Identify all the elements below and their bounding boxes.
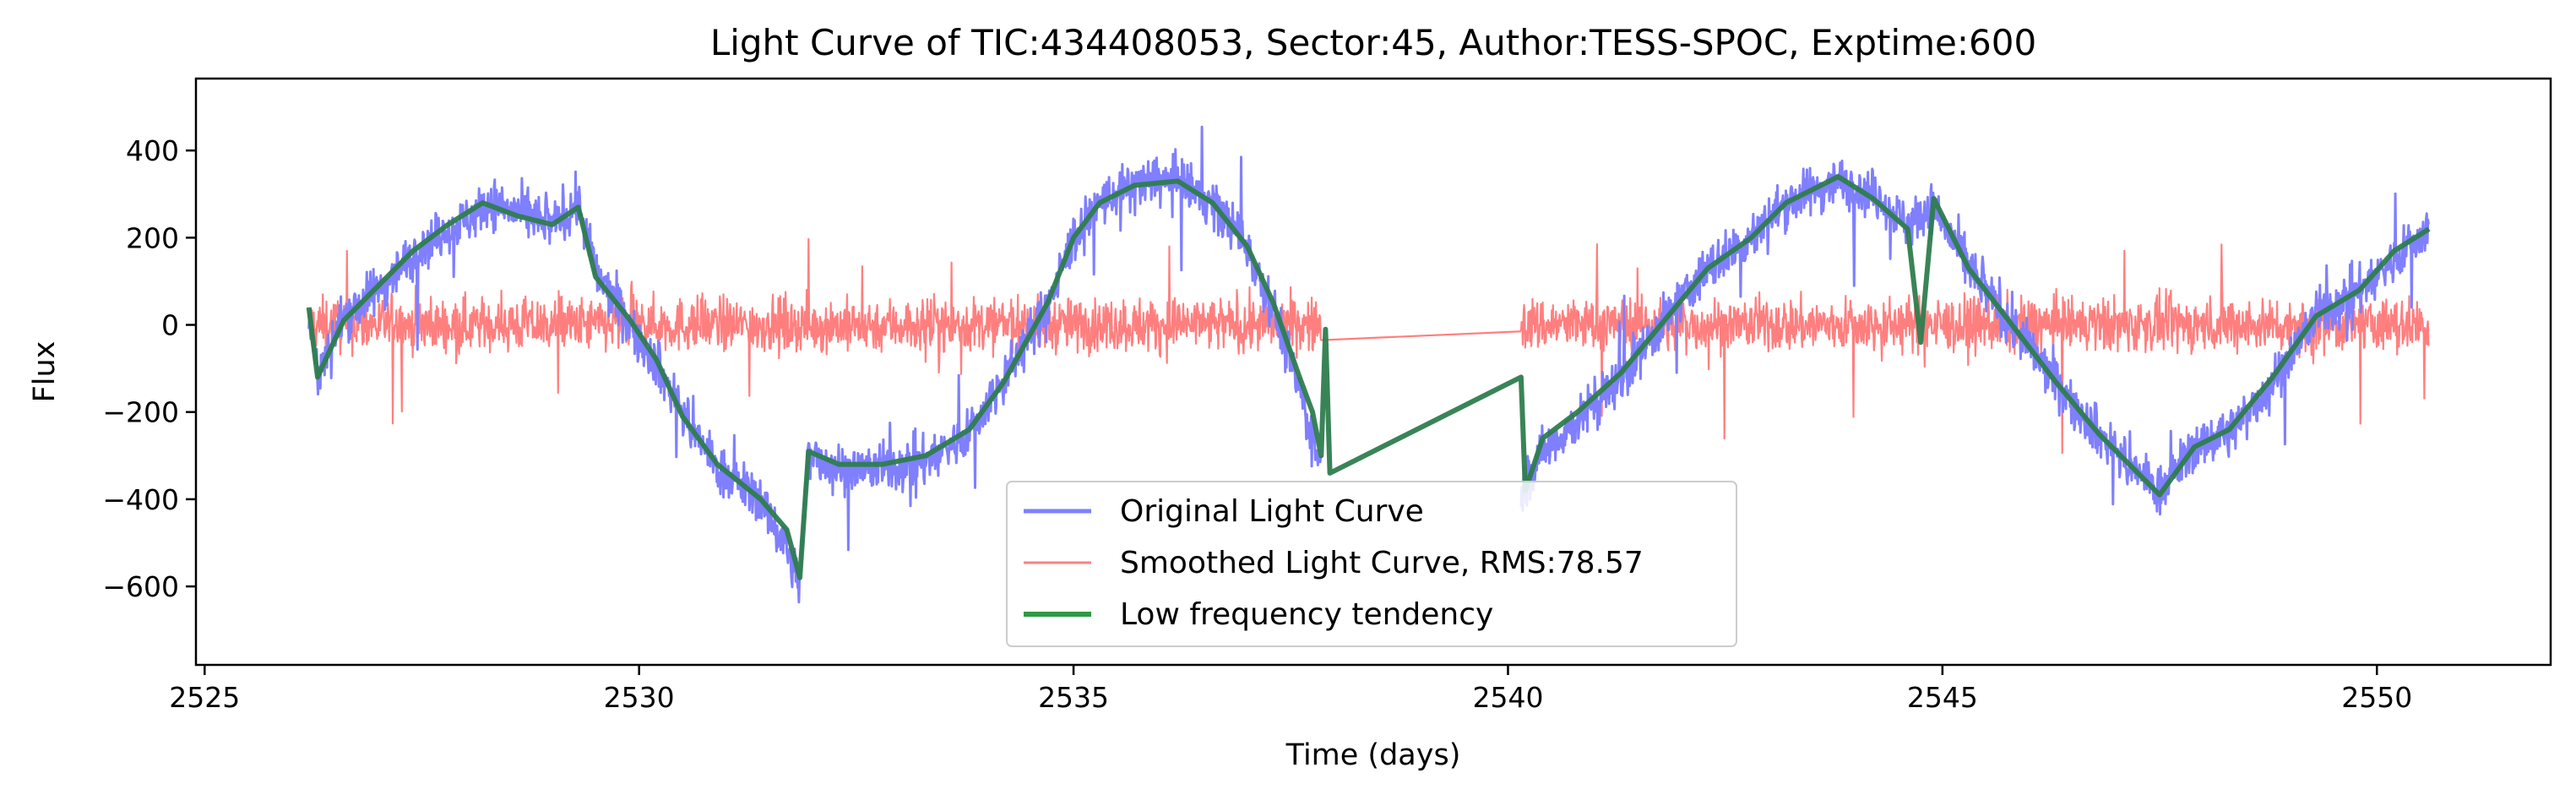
series-layer <box>306 125 2431 604</box>
legend-label-smoothed: Smoothed Light Curve, RMS:78.57 <box>1120 546 1644 580</box>
smoothed-curve-segment-1 <box>308 237 1322 425</box>
y-tick-label: −400 <box>102 483 179 516</box>
y-tick-label: 400 <box>126 134 179 167</box>
y-tick-label: −200 <box>102 396 179 429</box>
chart-title: Light Curve of TIC:434408053, Sector:45,… <box>710 22 2036 63</box>
y-tick-label: −600 <box>102 570 179 603</box>
x-axis-ticks: 2525 2530 2535 2540 2545 2550 <box>169 665 2412 714</box>
x-tick-label: 2540 <box>1472 681 1543 714</box>
x-tick-label: 2550 <box>2341 681 2412 714</box>
smoothed-curve-gap-bridge <box>1321 330 1521 341</box>
x-tick-label: 2545 <box>1907 681 1978 714</box>
legend-label-low-frequency: Low frequency tendency <box>1120 597 1493 632</box>
x-tick-label: 2525 <box>169 681 240 714</box>
y-axis-label: Flux <box>28 341 62 403</box>
x-tick-label: 2535 <box>1038 681 1109 714</box>
legend: Original Light Curve Smoothed Light Curv… <box>1006 481 1737 647</box>
x-axis-label: Time (days) <box>1285 738 1461 772</box>
plot-frame <box>194 77 2552 667</box>
x-tick-label: 2530 <box>604 681 675 714</box>
y-tick-label: 0 <box>161 309 179 342</box>
original-curve-segment-2 <box>1519 159 2430 516</box>
y-axis-ticks: −600 −400 −200 0 200 400 <box>102 134 196 603</box>
y-tick-label: 200 <box>126 221 179 254</box>
legend-label-original: Original Light Curve <box>1120 494 1424 529</box>
low-frequency-tendency-line <box>306 174 2431 580</box>
legend-box <box>1006 481 1737 647</box>
